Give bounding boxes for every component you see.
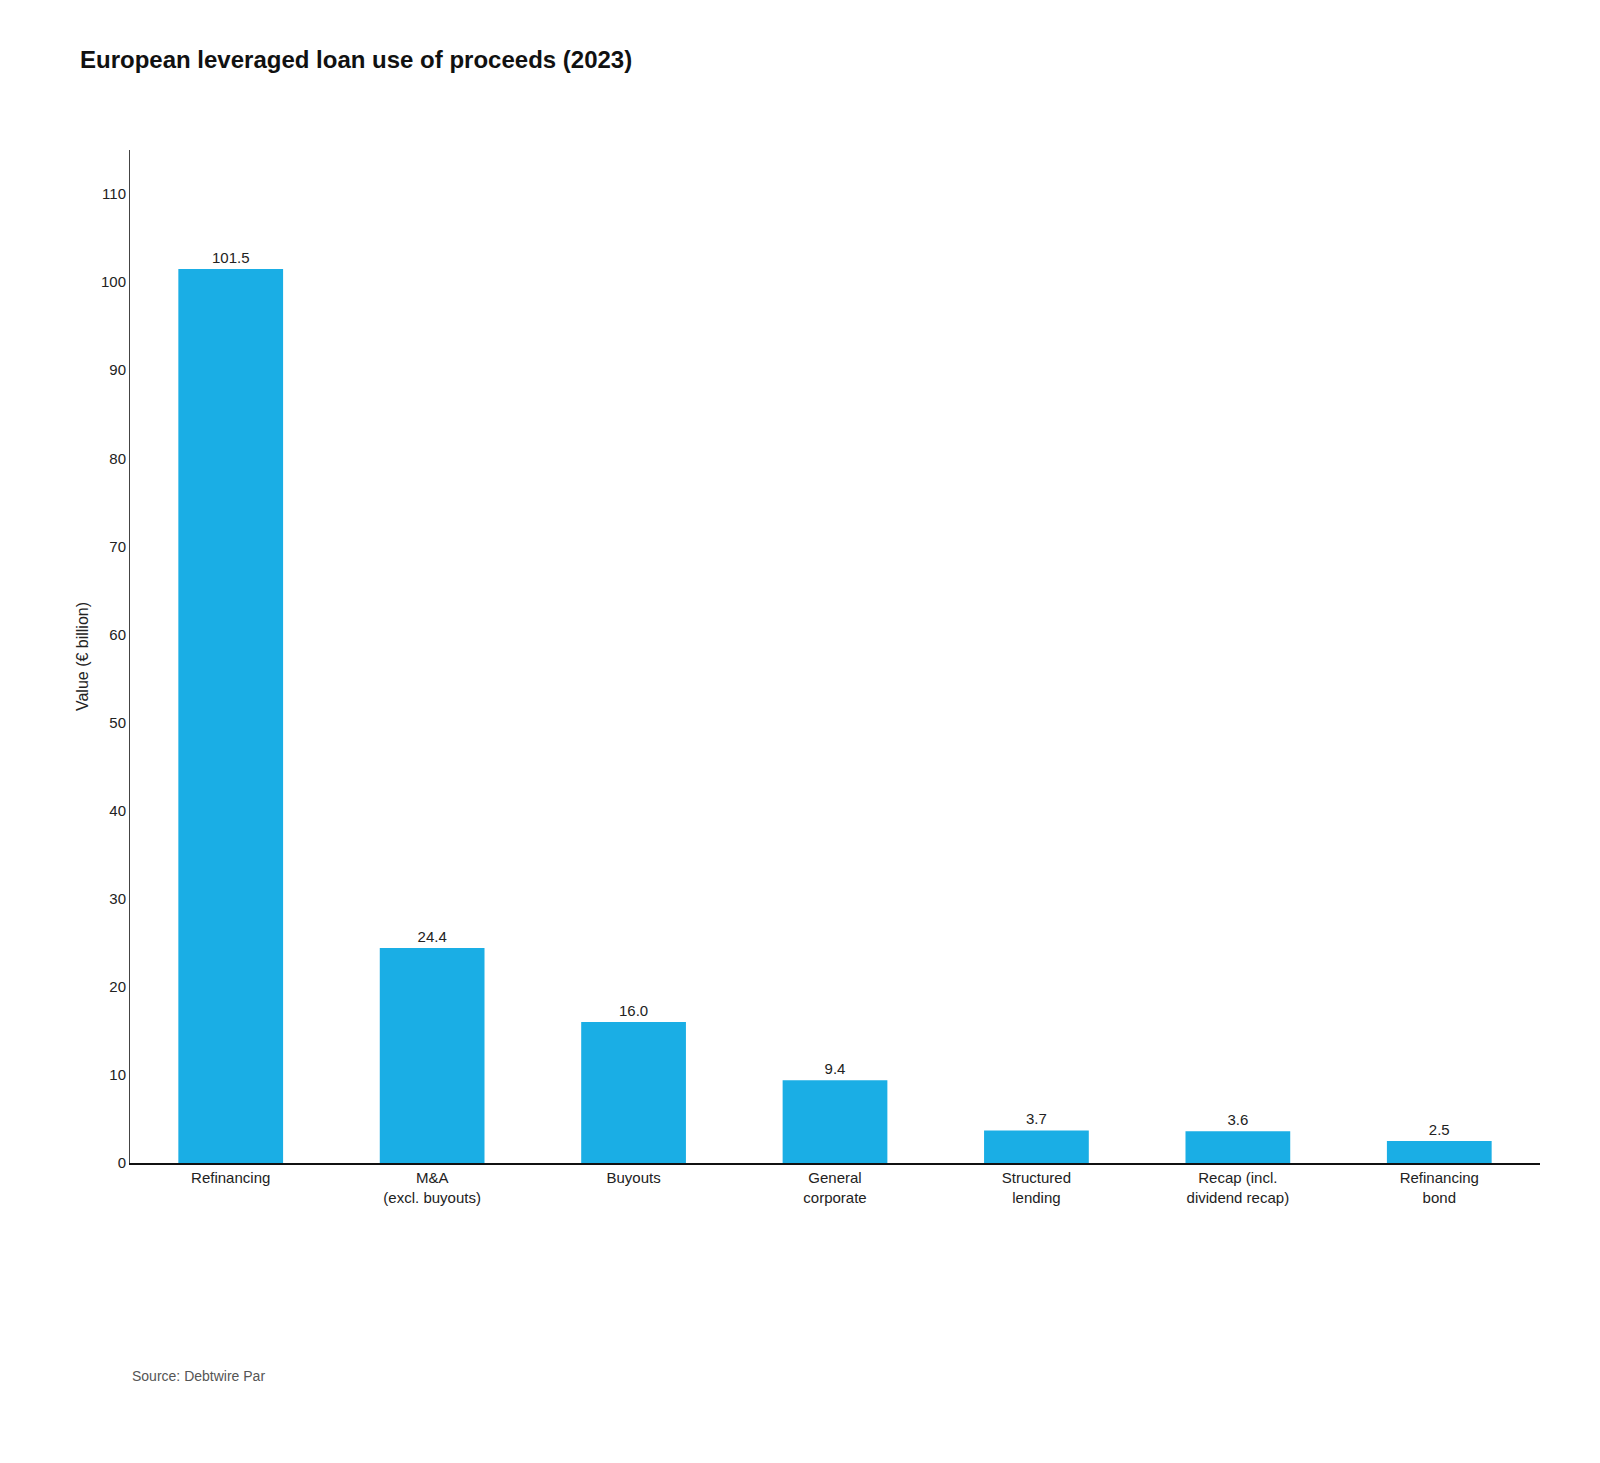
svg-text:90: 90 <box>109 361 126 378</box>
svg-text:2.5: 2.5 <box>1429 1121 1450 1138</box>
svg-text:Buyouts: Buyouts <box>606 1169 660 1186</box>
svg-text:Refinancingbond: Refinancingbond <box>1400 1169 1479 1206</box>
svg-text:24.4: 24.4 <box>418 928 447 945</box>
svg-text:80: 80 <box>109 450 126 467</box>
svg-text:Structuredlending: Structuredlending <box>1002 1169 1071 1206</box>
svg-text:101.5: 101.5 <box>212 249 250 266</box>
svg-text:40: 40 <box>109 802 126 819</box>
svg-text:Recap (incl.dividend recap): Recap (incl.dividend recap) <box>1187 1169 1290 1206</box>
svg-text:Value (€ billion): Value (€ billion) <box>74 602 91 711</box>
svg-text:Generalcorporate: Generalcorporate <box>803 1169 866 1206</box>
svg-text:3.6: 3.6 <box>1227 1111 1248 1128</box>
svg-text:60: 60 <box>109 626 126 643</box>
svg-text:Refinancing: Refinancing <box>191 1169 270 1186</box>
svg-text:110: 110 <box>102 185 126 202</box>
svg-text:M&A(excl. buyouts): M&A(excl. buyouts) <box>383 1169 481 1206</box>
svg-text:100: 100 <box>101 273 126 290</box>
svg-text:70: 70 <box>109 538 126 555</box>
svg-text:Source: Debtwire Par: Source: Debtwire Par <box>132 1368 265 1384</box>
svg-text:30: 30 <box>109 890 126 907</box>
svg-text:20: 20 <box>109 978 126 995</box>
svg-text:3.7: 3.7 <box>1026 1110 1047 1127</box>
svg-text:50: 50 <box>109 714 126 731</box>
svg-text:9.4: 9.4 <box>825 1060 846 1077</box>
svg-text:European leveraged loan use of: European leveraged loan use of proceeds … <box>80 46 632 73</box>
svg-text:10: 10 <box>109 1066 126 1083</box>
svg-text:0: 0 <box>118 1154 126 1171</box>
svg-text:16.0: 16.0 <box>619 1002 648 1019</box>
